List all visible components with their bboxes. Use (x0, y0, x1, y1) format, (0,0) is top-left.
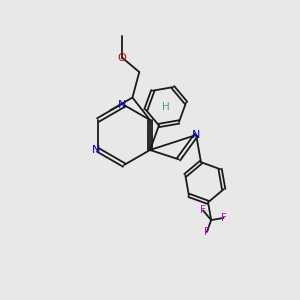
Text: F: F (204, 227, 210, 237)
Text: F: F (200, 206, 206, 215)
Text: F: F (220, 213, 226, 223)
Text: N: N (92, 145, 100, 155)
Text: N: N (118, 100, 126, 110)
Text: H: H (162, 101, 170, 112)
Text: O: O (118, 52, 126, 63)
Text: N: N (192, 130, 200, 140)
